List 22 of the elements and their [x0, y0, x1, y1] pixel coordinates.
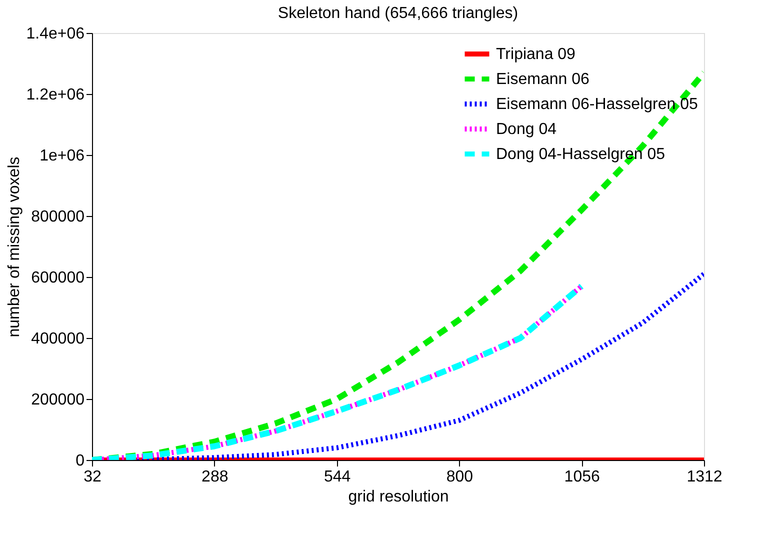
y-tick-label: 1.2e+06: [26, 86, 85, 104]
legend-label: Dong 04-Hasselgren 05: [496, 146, 666, 163]
chart-title: Skeleton hand (654,666 triangles): [278, 5, 518, 22]
x-axis-title: grid resolution: [348, 488, 449, 506]
legend-label: Eisemann 06: [496, 71, 590, 88]
legend-label: Eisemann 06-Hasselgren 05: [496, 96, 698, 113]
y-axis-title: number of missing voxels: [6, 156, 24, 338]
y-tick-label: 0: [76, 452, 85, 470]
legend-label: Dong 04: [496, 121, 557, 138]
y-tick-label: 1.4e+06: [26, 26, 85, 42]
x-tick-label: 288: [202, 468, 228, 486]
x-tick-label: 32: [84, 468, 102, 486]
y-tick-label: 600000: [31, 270, 85, 286]
x-tick-label: 1056: [564, 468, 600, 486]
y-tick-label: 200000: [31, 392, 85, 408]
legend-label: Tripiana 09: [496, 46, 576, 63]
y-tick-label: 800000: [31, 208, 85, 226]
x-tick-label: 800: [446, 468, 474, 486]
y-tick-label: 1e+06: [40, 148, 85, 164]
x-tick-label: 1312: [686, 468, 722, 486]
y-tick-label: 400000: [31, 330, 85, 348]
x-tick-label: 544: [324, 468, 351, 486]
